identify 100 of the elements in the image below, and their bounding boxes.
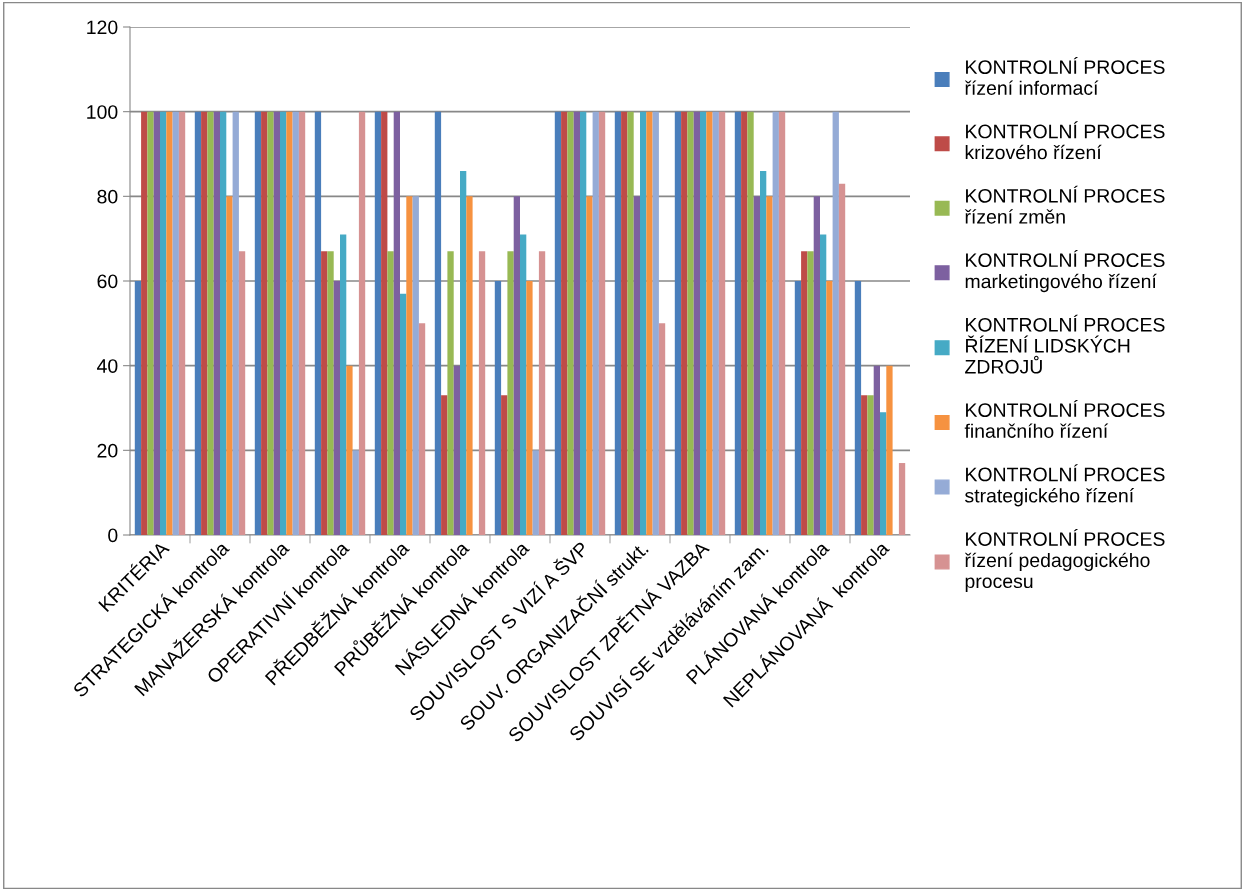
y-tick-label: 40 bbox=[97, 359, 118, 373]
bar bbox=[286, 111, 293, 535]
bar bbox=[646, 111, 653, 535]
bar bbox=[327, 251, 334, 535]
bar bbox=[718, 111, 726, 535]
bar bbox=[747, 111, 754, 535]
bar bbox=[478, 251, 486, 535]
bar bbox=[826, 281, 833, 535]
bar bbox=[267, 111, 274, 535]
bar bbox=[507, 251, 514, 535]
bar bbox=[621, 111, 628, 535]
bar bbox=[393, 111, 400, 535]
bar bbox=[573, 111, 580, 535]
y-tick-label: 60 bbox=[97, 274, 118, 289]
bar bbox=[538, 251, 546, 535]
bar bbox=[254, 111, 262, 535]
bar bbox=[633, 196, 640, 535]
bar bbox=[807, 251, 814, 535]
y-tick-label: 80 bbox=[97, 189, 118, 204]
bar bbox=[832, 111, 839, 535]
bar bbox=[567, 111, 574, 535]
bar bbox=[298, 111, 306, 535]
bar bbox=[346, 365, 353, 535]
bar bbox=[658, 323, 666, 535]
bar bbox=[314, 111, 322, 535]
bar bbox=[838, 183, 846, 535]
bar bbox=[226, 196, 233, 535]
legend-label: KONTROLNÍ PROCES řízení pedagogického procesu bbox=[965, 528, 1165, 592]
bar bbox=[441, 395, 448, 535]
bar bbox=[434, 111, 442, 535]
bar bbox=[141, 111, 148, 535]
bar bbox=[178, 111, 186, 535]
bar bbox=[753, 196, 760, 535]
y-tick-label: 0 bbox=[108, 528, 118, 543]
bar bbox=[760, 170, 767, 535]
bar bbox=[207, 111, 214, 535]
bar bbox=[614, 111, 622, 535]
bar bbox=[333, 281, 340, 535]
y-tick-label: 20 bbox=[97, 443, 118, 458]
bar bbox=[741, 111, 748, 535]
bar bbox=[734, 111, 742, 535]
bar bbox=[520, 234, 527, 535]
bar bbox=[554, 111, 562, 535]
bar bbox=[652, 111, 659, 535]
bar bbox=[886, 365, 893, 535]
bar bbox=[772, 111, 779, 535]
legend-label: KONTROLNÍ PROCES řízení informací bbox=[965, 56, 1165, 95]
bar bbox=[387, 251, 394, 535]
bar bbox=[261, 111, 268, 535]
bar bbox=[494, 281, 502, 535]
bar bbox=[898, 463, 906, 535]
bar bbox=[160, 111, 167, 535]
bar bbox=[873, 365, 880, 535]
bar bbox=[381, 111, 388, 535]
bar bbox=[706, 111, 713, 535]
bar bbox=[134, 281, 142, 535]
bar bbox=[640, 111, 647, 535]
bar bbox=[627, 111, 634, 535]
bar bbox=[340, 234, 347, 535]
bar bbox=[687, 111, 694, 535]
bar bbox=[447, 251, 454, 535]
bar bbox=[147, 111, 154, 535]
bar bbox=[532, 450, 539, 535]
bar bbox=[238, 251, 246, 535]
bar bbox=[406, 196, 413, 535]
legend-label: KONTROLNÍ PROCES finančního řízení bbox=[964, 399, 1165, 438]
bar bbox=[220, 111, 227, 535]
bar bbox=[778, 111, 786, 535]
bar bbox=[321, 251, 328, 535]
bar bbox=[700, 111, 707, 535]
bar bbox=[561, 111, 568, 535]
bar bbox=[766, 196, 773, 535]
bar bbox=[854, 281, 862, 535]
bar bbox=[867, 395, 874, 535]
bar bbox=[580, 111, 587, 535]
bar bbox=[374, 111, 382, 535]
bar bbox=[166, 111, 173, 535]
bar bbox=[801, 251, 808, 535]
bar bbox=[674, 111, 682, 535]
bar bbox=[273, 111, 280, 535]
bar bbox=[794, 281, 802, 535]
bar bbox=[586, 196, 593, 535]
bar bbox=[201, 111, 208, 535]
bar bbox=[513, 196, 520, 535]
bar bbox=[232, 111, 239, 535]
bar bbox=[466, 196, 473, 535]
legend-label: KONTROLNÍ PROCES marketingového řízení bbox=[965, 250, 1165, 293]
bar bbox=[501, 395, 508, 535]
bar bbox=[453, 365, 460, 535]
bar bbox=[592, 111, 599, 535]
bar bbox=[820, 234, 827, 535]
bar bbox=[280, 111, 287, 535]
bar bbox=[460, 170, 467, 535]
legend-label: KONTROLNÍ PROCES ŘÍZENÍ LIDSKÝCH ZDROJŮ bbox=[965, 314, 1165, 374]
legend-label: KONTROLNÍ PROCES krizového řízení bbox=[965, 121, 1165, 160]
y-tick-label: 120 bbox=[87, 20, 118, 35]
bar bbox=[693, 111, 700, 535]
bar bbox=[213, 111, 220, 535]
bar bbox=[400, 293, 407, 535]
bar bbox=[412, 196, 419, 535]
